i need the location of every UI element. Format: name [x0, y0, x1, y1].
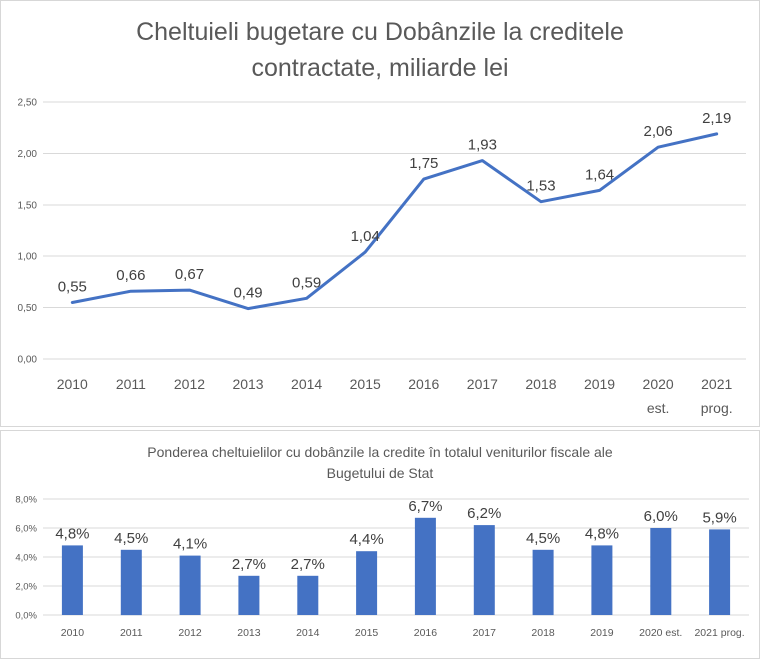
x-tick-label: 2019	[584, 376, 615, 392]
y-tick-label: 1,00	[18, 252, 38, 263]
x-tick-label: 2012	[178, 627, 202, 639]
data-label: 2,06	[644, 123, 673, 140]
bar	[120, 549, 142, 616]
data-label: 0,55	[58, 278, 87, 295]
data-label: 4,8%	[55, 525, 89, 542]
bar-chart-title-line1: Ponderea cheltuielilor cu dobânzile la c…	[147, 444, 613, 460]
x-tick-label: 2018	[531, 627, 555, 639]
x-tick-label: 2021	[701, 376, 732, 392]
x-tick-label: 2014	[291, 376, 322, 392]
data-label: 2,19	[702, 110, 731, 127]
y-tick-label: 0,0%	[15, 611, 37, 622]
y-tick-label: 1,50	[18, 200, 38, 211]
data-label: 4,5%	[114, 530, 148, 547]
x-tick-label: est.	[647, 400, 670, 416]
bar	[709, 529, 731, 615]
x-tick-label: 2010	[61, 627, 85, 639]
bar	[61, 545, 83, 615]
bar-chart-title-line2: Bugetului de Stat	[326, 465, 434, 481]
x-tick-label: 2019	[590, 627, 614, 639]
y-tick-label: 2,00	[18, 149, 38, 160]
x-tick-label: 2011	[120, 627, 143, 639]
x-tick-label: 2020	[643, 376, 674, 392]
data-label: 0,67	[175, 266, 204, 283]
line-chart: 0,00 0,50 1,00 1,50 2,00 2,50 0,55 0,66 0,67 0,49…	[18, 98, 746, 416]
data-label: 5,9%	[702, 509, 736, 526]
bar	[356, 551, 378, 615]
data-label: 1,64	[585, 166, 614, 183]
x-tick-label: 2015	[350, 376, 381, 392]
x-tick-label: 2016	[414, 627, 438, 639]
x-tick-label: 2013	[237, 627, 261, 639]
data-label: 2,7%	[232, 556, 266, 573]
x-tick-label: 2016	[408, 376, 439, 392]
data-label: 4,1%	[173, 536, 207, 553]
x-tick-label: 2020 est.	[639, 627, 682, 639]
bar	[532, 549, 554, 616]
bar	[414, 517, 436, 615]
line-chart-title-line1: Cheltuieli bugetare cu Dobânzile la cred…	[136, 18, 624, 46]
x-tick-label: 2017	[467, 376, 498, 392]
data-label: 6,2%	[467, 505, 501, 522]
bar	[650, 528, 672, 615]
x-tick-label: 2017	[473, 627, 497, 639]
data-label: 4,8%	[585, 525, 619, 542]
line-chart-title: Cheltuieli bugetare cu Dobânzile la cred…	[1, 1, 759, 86]
y-tick-label: 2,0%	[15, 582, 37, 593]
x-tick-label: 2010	[57, 376, 88, 392]
data-label: 2,7%	[291, 556, 325, 573]
bar	[473, 525, 495, 615]
data-label: 1,04	[351, 228, 380, 245]
data-label: 6,7%	[408, 498, 442, 515]
data-label: 1,75	[409, 155, 438, 172]
y-tick-label: 8,0%	[15, 495, 37, 506]
bar-chart-panel: Ponderea cheltuielilor cu dobânzile la c…	[0, 430, 760, 659]
bar	[238, 575, 260, 615]
y-tick-label: 4,0%	[15, 553, 37, 564]
data-label: 1,53	[526, 178, 555, 195]
data-label: 0,66	[116, 267, 145, 284]
x-tick-label: 2011	[116, 376, 146, 392]
bar	[591, 545, 613, 615]
data-label: 0,59	[292, 274, 321, 291]
x-tick-label: prog.	[701, 400, 733, 416]
bar	[297, 575, 319, 615]
data-label: 0,49	[233, 285, 262, 302]
data-label: 1,93	[468, 137, 497, 154]
line-series	[70, 132, 719, 311]
y-tick-label: 0,50	[18, 303, 38, 314]
bar	[179, 555, 201, 615]
bar-chart: 0,0% 2,0% 4,0% 6,0% 8,0% 4,8% 2010 4,5% 2011 4,1%…	[15, 495, 749, 639]
data-label: 4,4%	[349, 531, 383, 548]
x-tick-label: 2018	[525, 376, 556, 392]
x-tick-label: 2021 prog.	[694, 627, 744, 639]
x-tick-label: 2014	[296, 627, 320, 639]
data-label: 6,0%	[644, 508, 678, 525]
y-tick-label: 6,0%	[15, 524, 37, 535]
data-label: 4,5%	[526, 530, 560, 547]
y-tick-label: 0,00	[18, 355, 38, 366]
bar-chart-title: Ponderea cheltuielilor cu dobânzile la c…	[1, 431, 759, 484]
line-chart-title-line2: contractate, miliarde lei	[251, 54, 509, 82]
y-tick-label: 2,50	[18, 98, 38, 109]
x-tick-label: 2013	[232, 376, 263, 392]
x-tick-label: 2012	[174, 376, 205, 392]
line-chart-panel: Cheltuieli bugetare cu Dobânzile la cred…	[0, 0, 760, 427]
x-tick-label: 2015	[355, 627, 379, 639]
